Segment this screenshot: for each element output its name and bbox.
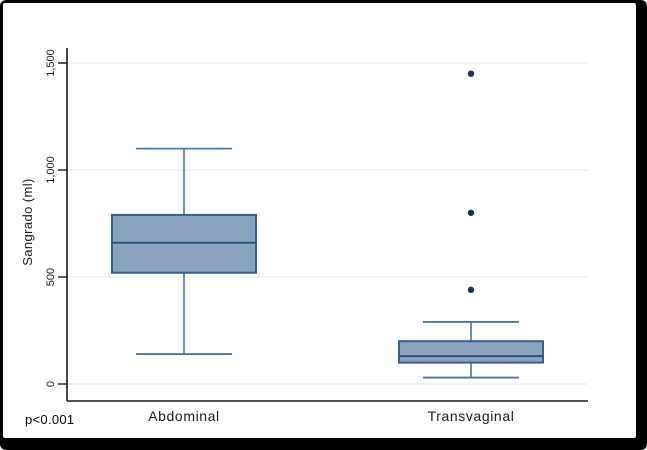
category-label-transvaginal: Transvaginal	[428, 408, 515, 424]
box-abdominal	[111, 213, 257, 274]
y-tick-label: 0	[45, 381, 57, 387]
boxplot-svg: 0 500 1,000 1,500 Abdominal Transvaginal Sang…	[20, 48, 588, 424]
figure-canvas: 0 500 1,000 1,500 Abdominal Transvaginal Sang…	[3, 3, 636, 438]
outlier-point-transvaginal	[467, 286, 475, 294]
y-tick-label: 500	[45, 268, 57, 286]
outlier-point-transvaginal	[467, 209, 475, 216]
p-value-annotation: p<0.001	[25, 412, 75, 427]
box-transvaginal	[398, 340, 544, 364]
y-tick-label: 1,500	[45, 49, 57, 77]
category-label-abdominal: Abdominal	[148, 408, 220, 424]
outlier-point-transvaginal	[467, 70, 475, 77]
chart-layer: 0 500 1,000 1,500 Abdominal Transvaginal	[45, 48, 588, 424]
y-axis-title: Sangrado (ml)	[20, 178, 35, 266]
y-tick-label: 1,000	[45, 156, 57, 184]
